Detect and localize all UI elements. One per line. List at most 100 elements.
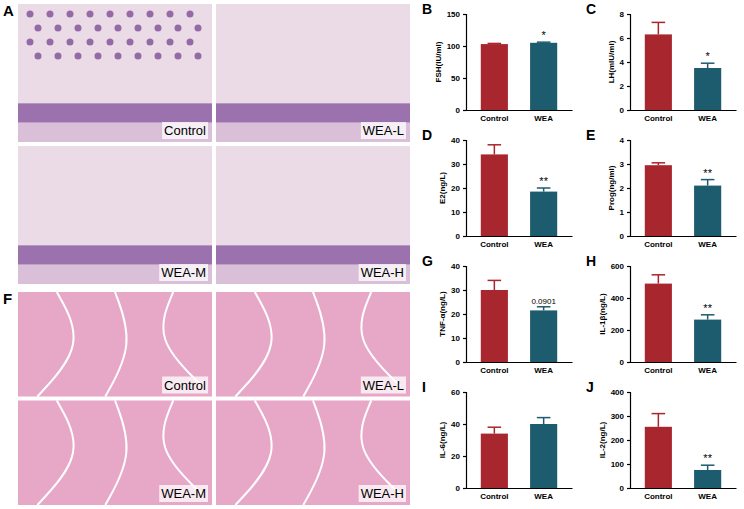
error-bar xyxy=(652,22,666,34)
chart: 0204060ControlWEAIL-6(ng/L) xyxy=(438,388,572,501)
error-bar xyxy=(652,163,666,165)
tick: 0 xyxy=(456,106,466,115)
error-bar-stem xyxy=(494,145,496,155)
tick-label: 20 xyxy=(451,184,460,193)
tissue-background xyxy=(216,292,410,397)
tick-mark xyxy=(463,46,466,47)
tick: WEA xyxy=(534,362,553,375)
error-bar xyxy=(537,42,551,44)
annotation: * xyxy=(542,29,547,41)
tissue-layer xyxy=(18,103,212,122)
tick-mark xyxy=(627,164,630,165)
tissue-layer xyxy=(18,265,212,284)
vacuole xyxy=(95,53,102,60)
tick-label: 200 xyxy=(611,436,625,445)
tick-mark xyxy=(627,266,630,267)
y-axis-title: IL-1β(ng/L) xyxy=(598,293,607,335)
image-label: WEA-H xyxy=(361,265,404,280)
plot-area xyxy=(645,22,721,110)
plot-area xyxy=(645,275,721,362)
tick-label: 30 xyxy=(451,286,460,295)
tick: WEA xyxy=(698,110,717,123)
bar xyxy=(645,427,672,488)
tick-label: WEA xyxy=(698,366,717,375)
annotation: * xyxy=(706,50,711,62)
tick-label: 400 xyxy=(611,388,625,397)
vacuole xyxy=(127,11,134,18)
tick-label: 600 xyxy=(611,262,625,271)
vacuole xyxy=(107,39,114,46)
tick: 0 xyxy=(456,484,466,493)
plot-area xyxy=(481,145,557,236)
tick-mark xyxy=(627,298,630,299)
vacuole xyxy=(187,11,194,18)
tick-mark xyxy=(463,110,466,111)
panel-letter: H xyxy=(586,253,596,269)
tick: 8 xyxy=(620,10,630,19)
error-bar-stem xyxy=(658,275,660,284)
tick-label: Control xyxy=(480,366,508,375)
tick: 0 xyxy=(620,232,630,241)
tick-mark xyxy=(627,86,630,87)
panel-letter: B xyxy=(422,1,432,17)
micrograph: WEA-H xyxy=(216,401,410,506)
tissue-fold xyxy=(163,292,202,386)
vacuole xyxy=(47,39,54,46)
bar xyxy=(645,34,672,110)
error-bar-cap xyxy=(652,22,666,24)
tick-label: 3 xyxy=(620,160,625,169)
tick-label: 2 xyxy=(620,184,625,193)
tissue-fold xyxy=(163,401,202,495)
tick: 400 xyxy=(611,294,630,303)
tick-mark xyxy=(627,392,630,393)
tick: 0 xyxy=(620,358,630,367)
micrograph: WEA-L xyxy=(216,292,410,397)
tissue-layer xyxy=(216,103,410,122)
error-bar-cap xyxy=(488,426,502,428)
annotation: ** xyxy=(703,167,712,179)
x-axis: ControlWEA xyxy=(631,362,737,375)
tick-label: 40 xyxy=(451,262,460,271)
x-axis: ControlWEA xyxy=(467,110,573,123)
error-bar xyxy=(488,280,502,290)
tick-label: 0 xyxy=(456,358,461,367)
image-label: WEA-H xyxy=(361,486,404,501)
error-bar-cap xyxy=(488,144,502,146)
tick: 300 xyxy=(611,412,630,421)
error-bar xyxy=(537,188,551,192)
tick-label: 1 xyxy=(620,208,625,217)
tick-mark xyxy=(463,314,466,315)
tick-label: WEA xyxy=(534,492,553,501)
tick-label: 20 xyxy=(451,452,460,461)
tick-label: 100 xyxy=(611,460,625,469)
panel-letter: A xyxy=(3,2,14,19)
tick-mark xyxy=(463,188,466,189)
y-axis-title: Prog(ng/ml) xyxy=(607,165,616,210)
y-axis-title: IL-2(ng/L) xyxy=(598,421,607,458)
bar xyxy=(530,43,557,110)
tick-mark xyxy=(627,362,630,363)
tick: Control xyxy=(644,236,672,249)
error-bar-cap xyxy=(701,62,715,64)
tick: WEA xyxy=(534,236,553,249)
vacuole xyxy=(87,11,94,18)
y-axis: 050100150 xyxy=(447,10,467,115)
vacuole xyxy=(167,11,174,18)
tissue-background xyxy=(216,146,410,284)
tick-label: 0 xyxy=(456,484,461,493)
label-patch xyxy=(359,485,406,502)
tick: 3 xyxy=(620,160,630,169)
tick-mark xyxy=(627,440,630,441)
chart: 050100150ControlWEAFSH(IU/ml)* xyxy=(434,10,573,123)
tick: WEA xyxy=(698,362,717,375)
y-axis: 0204060 xyxy=(451,388,466,493)
tick: 150 xyxy=(447,10,466,19)
tick-label: WEA xyxy=(698,114,717,123)
chart: 010203040ControlWEAE2(ng/L)** xyxy=(438,136,572,249)
tissue-fold xyxy=(235,292,271,397)
vacuole xyxy=(27,11,34,18)
vacuole xyxy=(155,53,162,60)
y-axis-title: FSH(IU/ml) xyxy=(434,41,443,82)
x-axis: ControlWEA xyxy=(467,236,573,249)
annotation: 0.0901 xyxy=(531,297,556,306)
